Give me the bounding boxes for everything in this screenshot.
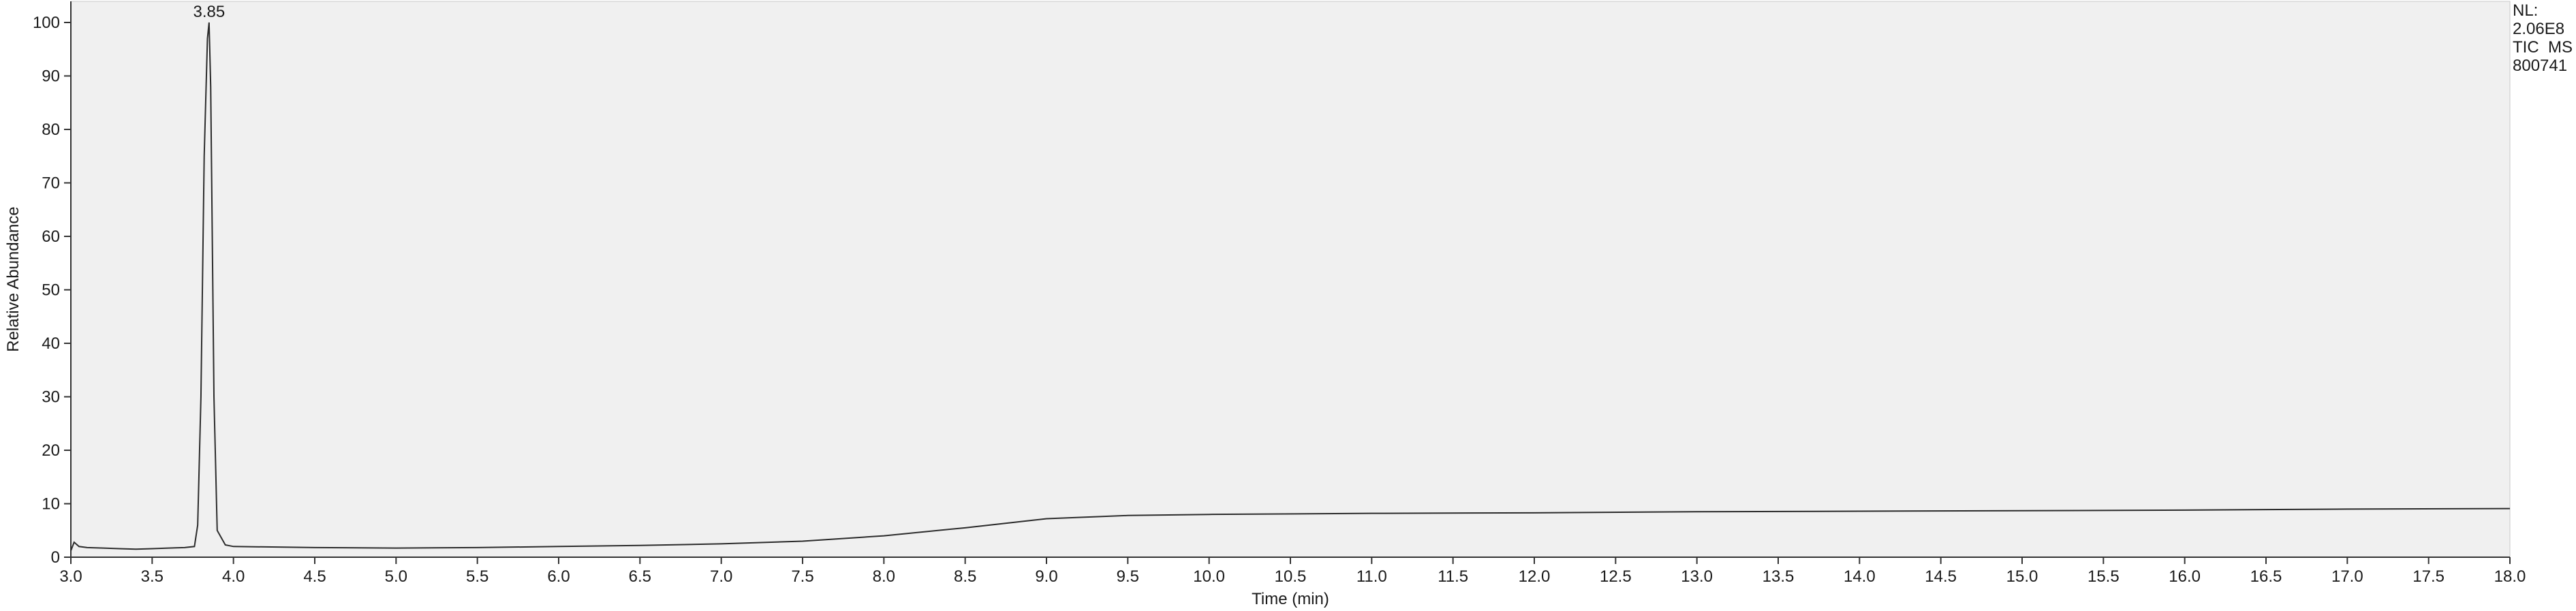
x-tick-label: 8.5 xyxy=(954,567,976,586)
x-tick-label: 4.5 xyxy=(303,567,326,586)
x-tick-label: 8.0 xyxy=(873,567,895,586)
x-tick-label: 7.5 xyxy=(791,567,813,586)
x-tick-label: 16.5 xyxy=(2250,567,2282,586)
x-tick-label: 9.0 xyxy=(1035,567,1057,586)
y-tick-label: 0 xyxy=(51,548,60,567)
x-tick-label: 18.0 xyxy=(2494,567,2526,586)
x-tick-label: 14.5 xyxy=(1925,567,1957,586)
x-tick-label: 11.0 xyxy=(1356,567,1387,586)
x-tick-label: 10.0 xyxy=(1193,567,1225,586)
y-tick-label: 50 xyxy=(42,281,60,300)
x-axis-title: Time (min) xyxy=(1252,590,1329,608)
x-tick-label: 10.5 xyxy=(1275,567,1307,586)
x-tick-label: 17.5 xyxy=(2412,567,2445,586)
y-tick-label: 90 xyxy=(42,67,60,86)
x-tick-label: 7.0 xyxy=(710,567,732,586)
y-tick-label: 20 xyxy=(42,441,60,460)
x-tick-label: 15.5 xyxy=(2088,567,2120,586)
y-tick-label: 70 xyxy=(42,174,60,193)
y-tick-label: 100 xyxy=(33,14,60,32)
scan-type: TIC MS xyxy=(2513,38,2573,57)
y-tick-label: 30 xyxy=(42,388,60,407)
x-tick-label: 14.0 xyxy=(1844,567,1876,586)
x-tick-label: 12.5 xyxy=(1600,567,1632,586)
x-tick-label: 6.5 xyxy=(629,567,651,586)
x-tick-label: 17.0 xyxy=(2331,567,2363,586)
x-tick-label: 13.5 xyxy=(1763,567,1795,586)
y-axis-title: Relative Abundance xyxy=(4,206,22,352)
sample-id: 800741 xyxy=(2513,57,2568,75)
x-tick-label: 15.0 xyxy=(2006,567,2038,586)
nl-label: NL: xyxy=(2513,1,2539,20)
y-tick-label: 40 xyxy=(42,334,60,353)
x-tick-label: 5.0 xyxy=(385,567,407,586)
x-tick-label: 9.5 xyxy=(1117,567,1139,586)
y-tick-label: 10 xyxy=(42,495,60,514)
x-tick-label: 6.0 xyxy=(547,567,570,586)
x-tick-label: 12.0 xyxy=(1519,567,1551,586)
x-tick-label: 16.0 xyxy=(2169,567,2201,586)
x-tick-label: 11.5 xyxy=(1438,567,1468,586)
x-tick-label: 3.0 xyxy=(59,567,82,586)
tic-trace-line xyxy=(70,22,2511,551)
y-tick-label: 60 xyxy=(42,228,60,246)
x-tick-label: 4.0 xyxy=(222,567,245,586)
x-tick-label: 3.5 xyxy=(141,567,164,586)
x-tick-label: 5.5 xyxy=(466,567,488,586)
peak-label: 3.85 xyxy=(193,3,226,21)
nl-value: 2.06E8 xyxy=(2513,20,2565,38)
plot-area xyxy=(70,1,2511,558)
info-panel: NL: 2.06E8 TIC MS 800741 xyxy=(2513,1,2573,75)
y-tick-label: 80 xyxy=(42,121,60,139)
x-tick-label: 13.0 xyxy=(1681,567,1713,586)
